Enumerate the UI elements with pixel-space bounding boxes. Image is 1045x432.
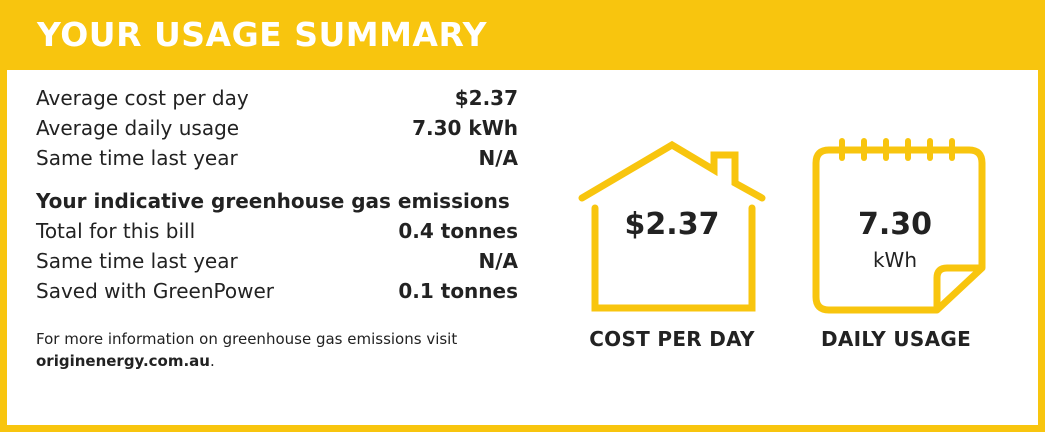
row-value: N/A bbox=[478, 146, 518, 170]
card-header: YOUR USAGE SUMMARY bbox=[7, 0, 1045, 70]
row-label: Saved with GreenPower bbox=[36, 279, 274, 303]
daily-usage-unit: kWh bbox=[872, 248, 918, 272]
cost-per-day-value: $2.37 bbox=[624, 207, 720, 242]
info-text: For more information on greenhouse gas e… bbox=[36, 330, 458, 348]
calendar-icon bbox=[812, 138, 986, 314]
row-label: Average daily usage bbox=[36, 116, 240, 140]
row-label: Average cost per day bbox=[36, 86, 249, 110]
emissions-row-last-year: Same time last year N/A bbox=[36, 246, 518, 276]
daily-usage-value: 7.30 bbox=[857, 207, 933, 242]
house-icon bbox=[578, 140, 766, 312]
row-label: Same time last year bbox=[36, 249, 238, 273]
summary-row-last-year: Same time last year N/A bbox=[36, 143, 518, 173]
origin-energy-link[interactable]: originenergy.com.au bbox=[36, 352, 210, 370]
row-label: Total for this bill bbox=[36, 219, 196, 243]
emissions-row-total: Total for this bill 0.4 tonnes bbox=[36, 216, 518, 246]
emissions-info-note: For more information on greenhouse gas e… bbox=[36, 328, 457, 372]
card-title: YOUR USAGE SUMMARY bbox=[37, 15, 487, 54]
row-value: N/A bbox=[478, 249, 518, 273]
summary-rows: Average cost per day $2.37 Average daily… bbox=[36, 83, 518, 306]
daily-usage-caption: DAILY USAGE bbox=[820, 327, 972, 351]
emissions-heading: Your indicative greenhouse gas emissions bbox=[36, 189, 510, 213]
row-value: 7.30 kWh bbox=[412, 116, 518, 140]
summary-row-cost: Average cost per day $2.37 bbox=[36, 83, 518, 113]
row-value: 0.1 tonnes bbox=[398, 279, 518, 303]
emissions-row-greenpower: Saved with GreenPower 0.1 tonnes bbox=[36, 276, 518, 306]
info-suffix: . bbox=[210, 352, 215, 370]
row-label: Same time last year bbox=[36, 146, 238, 170]
row-value: 0.4 tonnes bbox=[398, 219, 518, 243]
cost-per-day-caption: COST PER DAY bbox=[589, 327, 755, 351]
row-value: $2.37 bbox=[454, 86, 518, 110]
summary-row-usage: Average daily usage 7.30 kWh bbox=[36, 113, 518, 143]
